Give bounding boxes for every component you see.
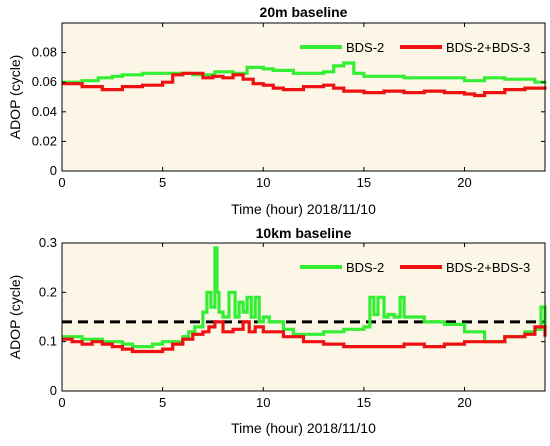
series-line-bds2	[62, 246, 547, 349]
x-tick-label: 10	[256, 395, 270, 410]
chart-title: 20m baseline	[260, 4, 348, 20]
legend-label: BDS-2	[346, 40, 384, 55]
x-tick-label: 15	[357, 175, 371, 190]
y-tick-label: 0	[50, 163, 57, 178]
y-axis-label: ADOP (cycle)	[7, 275, 23, 360]
chart-title: 10km baseline	[256, 225, 352, 241]
y-tick-label: 0.1	[39, 334, 57, 349]
x-tick-label: 0	[58, 175, 65, 190]
y-tick-label: 0.3	[39, 235, 57, 250]
legend-label: BDS-2+BDS-3	[446, 40, 530, 55]
x-axis-label: Time (hour) 2018/11/10	[231, 420, 376, 436]
x-axis-label: Time (hour) 2018/11/10	[231, 201, 376, 217]
legend-label: BDS-2	[346, 260, 384, 275]
y-tick-label: 0.06	[32, 74, 57, 89]
y-tick-label: 0.08	[32, 45, 57, 60]
x-tick-label: 5	[159, 395, 166, 410]
series-line-bds2-bds3	[62, 71, 547, 98]
y-tick-label: 0	[50, 383, 57, 398]
x-tick-label: 20	[457, 175, 471, 190]
y-axis-label: ADOP (cycle)	[7, 55, 23, 140]
y-tick-label: 0.02	[32, 133, 57, 148]
legend-label: BDS-2+BDS-3	[446, 260, 530, 275]
x-tick-label: 0	[58, 395, 65, 410]
chart-panel-2: 10km baseline 0 5 10 15 20 0 0.1 0.2 0.3 Time (hou…	[7, 225, 547, 436]
y-tick-label: 0.2	[39, 284, 57, 299]
x-tick-label: 15	[357, 395, 371, 410]
x-tick-label: 5	[159, 175, 166, 190]
series-line-bds2	[62, 61, 547, 84]
legend: BDS-2 BDS-2+BDS-3	[300, 260, 530, 275]
y-tick-label: 0.04	[32, 104, 57, 119]
x-tick-label: 20	[457, 395, 471, 410]
legend: BDS-2 BDS-2+BDS-3	[300, 40, 530, 55]
axes-frame	[61, 22, 546, 172]
axes-frame	[61, 242, 546, 392]
series-line-bds2-bds3	[62, 320, 547, 354]
x-tick-label: 10	[256, 175, 270, 190]
chart-panel-1: 20m baseline 0 5 10 15 20 0 0.02 0.04 0.06 0.08 Tim…	[7, 4, 547, 217]
